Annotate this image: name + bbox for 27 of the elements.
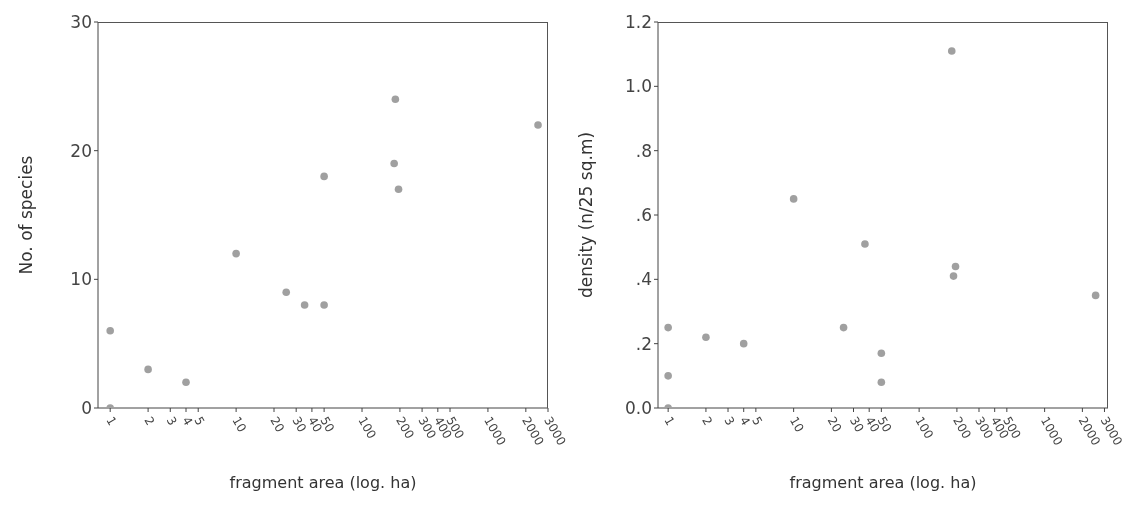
y-tick-label: 30 — [70, 12, 92, 33]
y-tick-label: .4 — [635, 269, 652, 290]
x-axis-title: fragment area (log. ha) — [229, 473, 417, 492]
x-tick-label: 10 — [229, 414, 250, 435]
x-tick-label: 3 — [163, 414, 180, 428]
x-tick-label: 2 — [699, 414, 716, 428]
y-tick-label: 0.0 — [624, 398, 652, 419]
x-tick-label: 3 — [721, 414, 738, 428]
x-tick-label: 10 — [786, 414, 807, 435]
y-axis-title: density (n/25 sq.m) — [576, 131, 597, 299]
y-tick-label: .2 — [635, 333, 652, 354]
x-tick-label: 30 — [846, 414, 867, 435]
x-tick-label: 2 — [141, 414, 158, 428]
x-tick-label: 20 — [267, 414, 288, 435]
x-axis-title: fragment area (log. ha) — [789, 473, 977, 492]
y-tick-label: 0 — [81, 398, 92, 419]
y-tick-label: 10 — [70, 269, 92, 290]
x-tick-label: 1 — [103, 414, 120, 428]
y-axis-title: No. of species — [16, 155, 37, 275]
y-tick-label: 20 — [70, 140, 92, 161]
x-tick-label: 20 — [824, 414, 845, 435]
y-tick-label: .8 — [635, 140, 652, 161]
y-tick-label: 1.2 — [624, 12, 652, 33]
x-tick-label: 30 — [289, 414, 310, 435]
x-tick-label: 1 — [661, 414, 678, 428]
y-tick-label: 1.0 — [624, 76, 652, 97]
y-tick-label: .6 — [635, 205, 652, 226]
